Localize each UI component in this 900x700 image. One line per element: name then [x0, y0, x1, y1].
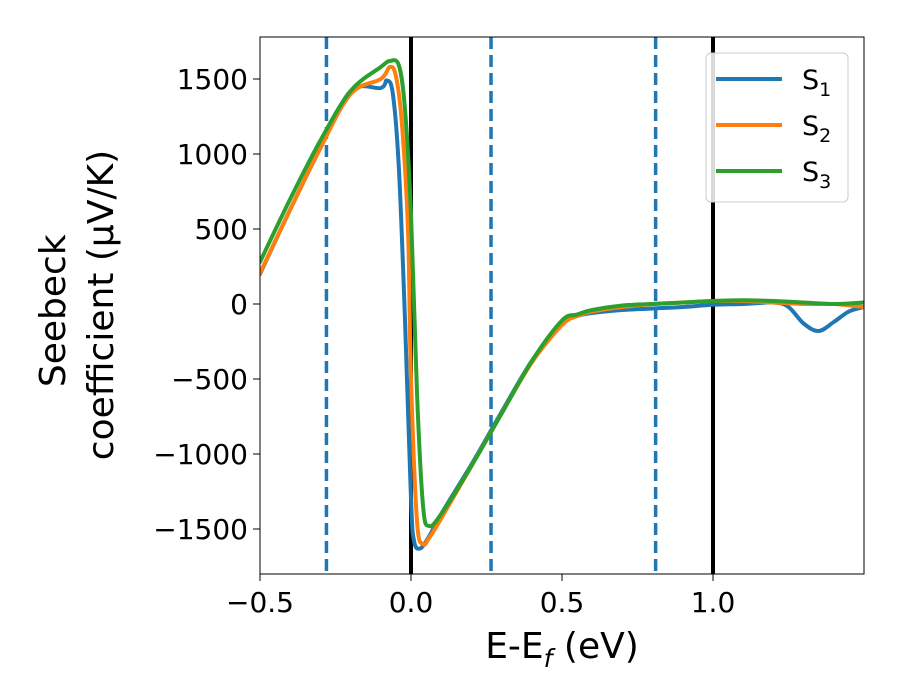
y-tick-label: −500	[171, 363, 248, 396]
y-axis-label-line1: Seebeck	[33, 234, 74, 387]
series-group	[260, 58, 864, 551]
x-axis-label-main: E-E	[485, 626, 543, 667]
series-line-s3	[260, 58, 864, 529]
y-axis-label-line2: coefficient (μV/K)	[81, 150, 122, 460]
legend-box	[705, 52, 849, 203]
y-tick-label: 0	[230, 288, 248, 321]
y-tick-label: −1500	[153, 513, 248, 546]
legend: S1 S2 S3	[705, 52, 849, 203]
x-axis-label-suffix: (eV)	[552, 626, 638, 667]
y-axis-label: Seebeck coefficient (μV/K)	[33, 150, 122, 460]
y-axis: 1500 1000 500 0 −500 −1000 −1500	[153, 63, 260, 546]
legend-label-s3: S3	[802, 157, 831, 193]
y-tick-label: 1500	[177, 63, 248, 96]
y-tick-label: 500	[195, 213, 248, 246]
x-tick-label: 1.0	[691, 586, 736, 619]
x-tick-label: −0.5	[226, 586, 294, 619]
y-tick-label: −1000	[153, 438, 248, 471]
legend-label-s1: S1	[802, 65, 831, 101]
x-axis-label: E-Ef (eV)	[485, 626, 639, 673]
x-axis: −0.5 0.0 0.5 1.0	[226, 574, 735, 619]
legend-label-s2: S2	[802, 111, 831, 147]
x-tick-label: 0.0	[389, 586, 434, 619]
y-tick-label: 1000	[177, 138, 248, 171]
x-tick-label: 0.5	[540, 586, 585, 619]
